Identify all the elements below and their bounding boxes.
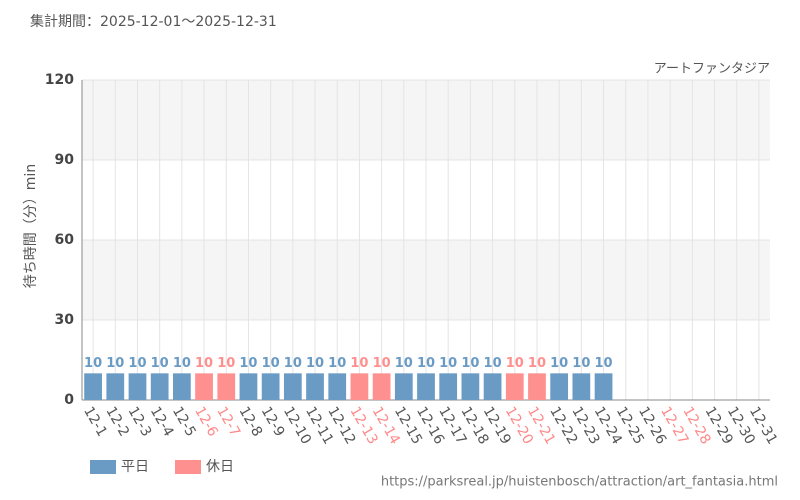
data-label: 10 — [328, 356, 346, 371]
data-label: 10 — [84, 356, 102, 371]
y-tick-label: 30 — [55, 312, 75, 328]
bar — [394, 373, 413, 400]
data-label: 10 — [373, 356, 391, 371]
data-label: 10 — [306, 356, 324, 371]
bar — [328, 373, 347, 400]
data-label: 10 — [173, 356, 191, 371]
bar — [172, 373, 191, 400]
bar — [550, 373, 569, 400]
data-label: 10 — [572, 356, 590, 371]
data-label: 10 — [106, 356, 124, 371]
bar — [461, 373, 480, 400]
bar — [350, 373, 369, 400]
y-tick-label: 60 — [55, 232, 75, 248]
bar — [261, 373, 280, 400]
bar — [306, 373, 324, 400]
data-label: 10 — [595, 356, 613, 371]
data-label: 10 — [550, 356, 568, 371]
data-label: 10 — [217, 356, 235, 371]
data-label: 10 — [461, 356, 479, 371]
bar — [195, 373, 213, 400]
chart-title: 集計期間：2025-12-01～2025-12-31 — [30, 13, 277, 30]
data-label: 10 — [395, 356, 413, 371]
bar — [217, 373, 236, 400]
bar — [483, 373, 502, 400]
bar — [150, 373, 169, 400]
bar — [283, 373, 302, 400]
bar — [417, 373, 435, 400]
legend-label: 平日 — [121, 459, 149, 475]
legend-swatch — [90, 460, 116, 474]
data-label: 10 — [417, 356, 435, 371]
data-label: 10 — [284, 356, 302, 371]
chart-subtitle: アートファンタジア — [654, 62, 770, 77]
bar — [106, 373, 125, 400]
data-label: 10 — [484, 356, 502, 371]
data-label: 10 — [506, 356, 524, 371]
data-label: 10 — [350, 356, 368, 371]
bar — [594, 373, 613, 400]
y-axis-label: 待ち時間（分）min — [23, 164, 39, 288]
data-label: 10 — [195, 356, 213, 371]
data-label: 10 — [128, 356, 146, 371]
y-tick-label: 0 — [64, 392, 74, 408]
bar — [505, 373, 524, 400]
bar — [572, 373, 591, 400]
legend-label: 休日 — [206, 459, 234, 475]
data-label: 10 — [239, 356, 257, 371]
legend-swatch — [175, 460, 201, 474]
data-label: 10 — [528, 356, 546, 371]
bar — [439, 373, 458, 400]
bar — [372, 373, 391, 400]
bar — [239, 373, 258, 400]
y-tick-label: 120 — [45, 72, 74, 88]
source-url: https://parksreal.jp/huistenbosch/attrac… — [381, 475, 778, 490]
data-label: 10 — [151, 356, 169, 371]
bar — [128, 373, 147, 400]
bar — [528, 373, 546, 400]
data-label: 10 — [262, 356, 280, 371]
bar — [84, 373, 102, 400]
y-tick-label: 90 — [55, 152, 75, 168]
data-label: 10 — [439, 356, 457, 371]
